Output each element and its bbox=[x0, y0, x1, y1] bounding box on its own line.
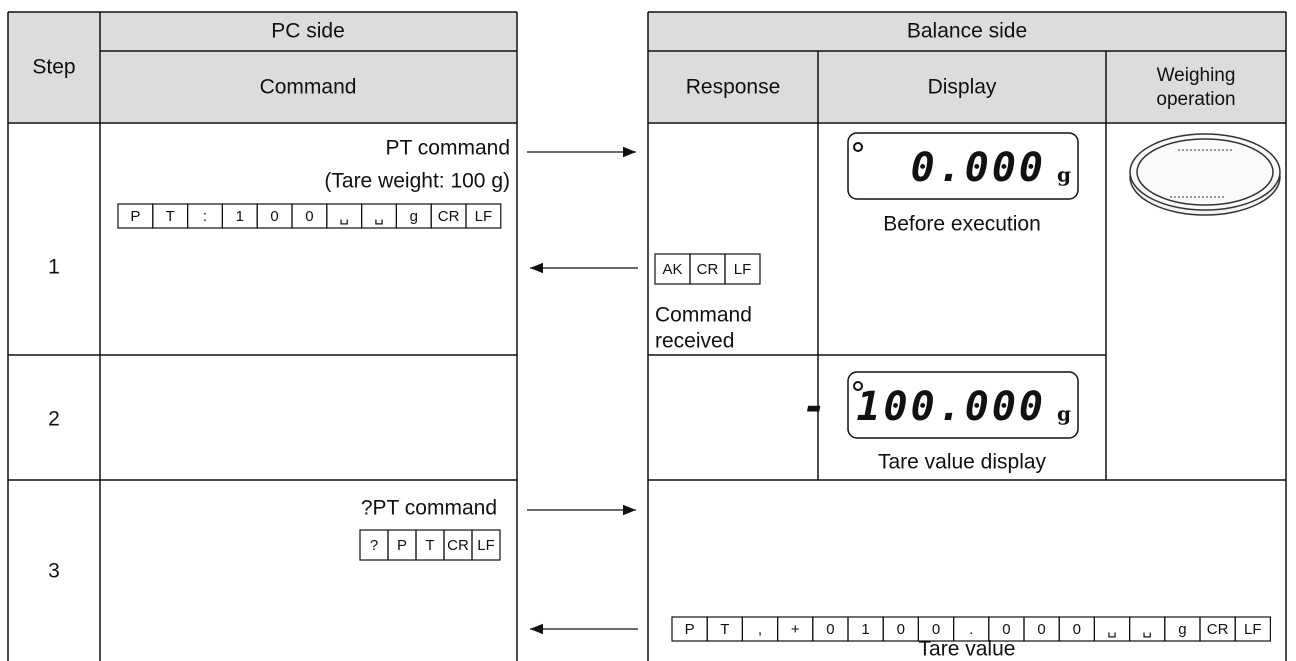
step-header: Step bbox=[32, 56, 75, 79]
code-char: LF bbox=[475, 208, 493, 225]
code-char: 0 bbox=[1073, 621, 1081, 638]
code-box bbox=[465, 203, 502, 229]
code-char: . bbox=[969, 621, 973, 638]
group-header: Balance side bbox=[907, 20, 1027, 43]
group-header: PC side bbox=[271, 20, 345, 43]
code-char: ␣ bbox=[374, 208, 384, 225]
response-label: received bbox=[655, 330, 734, 353]
code-char: T bbox=[166, 208, 175, 225]
weighing-header: operation bbox=[1156, 89, 1235, 110]
lcd-unit: g bbox=[1057, 163, 1071, 187]
code-char: + bbox=[791, 621, 800, 638]
command-title: ?PT command bbox=[361, 497, 497, 520]
display-caption: Before execution bbox=[883, 213, 1041, 236]
code-char: , bbox=[758, 621, 762, 638]
command-note: (Tare weight: 100 g) bbox=[324, 170, 510, 193]
code-char: 0 bbox=[932, 621, 940, 638]
lcd-indicator bbox=[853, 381, 863, 391]
command-header: Command bbox=[260, 76, 357, 99]
display-header: Display bbox=[928, 76, 997, 99]
code-box bbox=[471, 529, 501, 561]
display-caption: Tare value display bbox=[878, 451, 1047, 474]
code-char: : bbox=[203, 208, 207, 225]
code-char: T bbox=[425, 537, 434, 554]
header-bg bbox=[8, 12, 100, 123]
code-char: ␣ bbox=[1107, 621, 1117, 638]
response-caption: Tare value bbox=[919, 638, 1016, 661]
code-char: 0 bbox=[826, 621, 834, 638]
code-char: g bbox=[1178, 621, 1186, 638]
code-char: 0 bbox=[305, 208, 313, 225]
lcd-frame bbox=[847, 132, 1079, 200]
code-char: CR bbox=[438, 208, 460, 225]
weighing-pan bbox=[1129, 133, 1281, 216]
code-box bbox=[724, 253, 761, 285]
arrows bbox=[527, 146, 638, 635]
step-number: 1 bbox=[48, 256, 60, 279]
code-char: ? bbox=[370, 537, 378, 554]
code-char: 0 bbox=[1002, 621, 1010, 638]
table-grid bbox=[7, 11, 1287, 661]
code-char: LF bbox=[477, 537, 495, 554]
code-char: P bbox=[130, 208, 140, 225]
code-char: 0 bbox=[1037, 621, 1045, 638]
code-char: 0 bbox=[897, 621, 905, 638]
code-char: ␣ bbox=[1142, 621, 1152, 638]
code-char: CR bbox=[1207, 621, 1229, 638]
lcd-unit: g bbox=[1057, 402, 1071, 426]
header-bg bbox=[648, 12, 1286, 123]
response-label: Command bbox=[655, 304, 752, 327]
code-char: CR bbox=[447, 537, 469, 554]
weighing-header: Weighing bbox=[1157, 65, 1236, 86]
code-char: g bbox=[410, 208, 418, 225]
step-number: 2 bbox=[48, 408, 60, 431]
code-char: 0 bbox=[270, 208, 278, 225]
response-header: Response bbox=[686, 76, 781, 99]
lcd-indicator bbox=[853, 142, 863, 152]
code-char: LF bbox=[734, 261, 752, 278]
code-char: 1 bbox=[236, 208, 244, 225]
command-title: PT command bbox=[386, 137, 511, 160]
lcd-reading: - 100.000 bbox=[802, 384, 1046, 430]
code-char: CR bbox=[697, 261, 719, 278]
code-char: P bbox=[685, 621, 695, 638]
code-char: ␣ bbox=[339, 208, 349, 225]
header-bg bbox=[100, 12, 517, 123]
code-char: T bbox=[720, 621, 729, 638]
code-char: LF bbox=[1244, 621, 1262, 638]
code-box bbox=[1234, 616, 1271, 642]
code-char: P bbox=[397, 537, 407, 554]
lcd-reading: 0.000 bbox=[911, 145, 1046, 191]
code-char: 1 bbox=[861, 621, 869, 638]
step-number: 3 bbox=[48, 560, 60, 583]
lcd-frame bbox=[847, 371, 1079, 439]
code-char: AK bbox=[662, 261, 682, 278]
